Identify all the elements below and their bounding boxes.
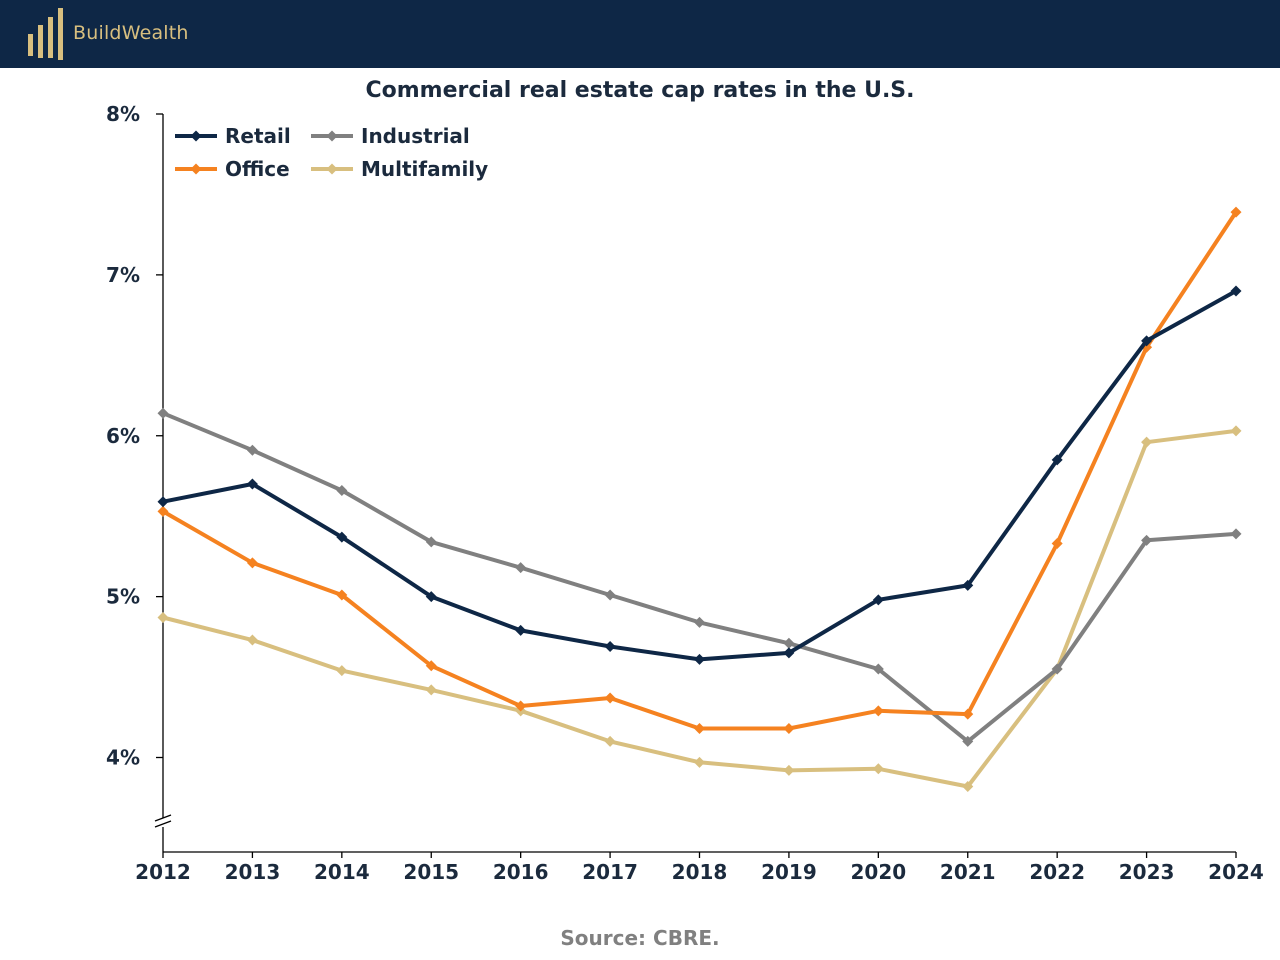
data-point-office (425, 660, 437, 672)
data-point-office (1230, 206, 1242, 218)
header-bar: BuildWealth (0, 0, 1280, 68)
brand-name: BuildWealth (73, 22, 189, 44)
legend-label-industrial: Industrial (361, 124, 470, 148)
data-point-retail (1051, 454, 1063, 466)
data-point-office (604, 692, 616, 704)
data-point-industrial (157, 407, 169, 419)
axis-break-mark (154, 814, 172, 822)
data-point-retail (962, 579, 974, 591)
legend-item-industrial: Industrial (311, 124, 470, 148)
data-point-multifamily (157, 612, 169, 624)
legend-marker-office (190, 163, 202, 175)
data-point-office (1051, 538, 1063, 550)
data-point-retail (694, 653, 705, 665)
data-point-multifamily (962, 780, 974, 792)
x-tick-label: 2012 (135, 860, 191, 884)
legend-label-multifamily: Multifamily (361, 157, 488, 181)
data-point-multifamily (694, 756, 705, 768)
y-tick-label: 8% (106, 102, 140, 126)
building-columns-logo-icon (28, 8, 63, 60)
x-tick-label: 2024 (1208, 860, 1264, 884)
data-point-retail (515, 624, 527, 636)
data-point-retail (246, 478, 258, 490)
chart-title: Commercial real estate cap rates in the … (365, 78, 915, 103)
data-point-office (336, 589, 348, 601)
series-industrial (157, 407, 1242, 747)
data-point-retail (872, 594, 884, 606)
x-tick-label: 2015 (403, 860, 459, 884)
data-point-multifamily (783, 764, 795, 776)
y-tick-label: 4% (106, 746, 140, 770)
data-point-industrial (1051, 663, 1063, 675)
x-tick-label: 2014 (314, 860, 370, 884)
data-point-industrial (1141, 534, 1153, 546)
series-line-office (161, 210, 1238, 731)
y-tick-label: 6% (106, 424, 140, 448)
legend-marker-retail (190, 130, 202, 142)
series-line-industrial (161, 411, 1238, 744)
data-point-retail (157, 496, 169, 508)
data-point-office (694, 723, 705, 735)
x-tick-label: 2023 (1119, 860, 1175, 884)
data-point-multifamily (336, 665, 348, 677)
data-point-industrial (425, 536, 437, 548)
data-point-multifamily (1141, 436, 1153, 448)
data-point-office (783, 723, 795, 735)
legend-label-office: Office (225, 157, 290, 181)
line-chart: 4% 5% 6% 7% 8% 2012 2013 2014 2015 2016 2017 2018 20… (106, 102, 1264, 884)
x-tick-label: 2019 (761, 860, 817, 884)
data-point-industrial (694, 616, 705, 628)
legend-item-office: Office (175, 157, 290, 181)
data-point-industrial (246, 444, 258, 456)
data-point-office (157, 505, 169, 517)
series-line-retail (161, 289, 1238, 662)
data-point-retail (336, 531, 348, 543)
data-point-industrial (962, 735, 974, 747)
data-point-multifamily (872, 763, 884, 775)
x-tick-label: 2017 (582, 860, 638, 884)
legend-item-multifamily: Multifamily (311, 157, 488, 181)
data-point-office (962, 708, 974, 720)
data-point-multifamily (604, 735, 616, 747)
source-note: Source: CBRE. (560, 926, 720, 950)
series-retail (157, 285, 1242, 665)
data-point-retail (1141, 335, 1153, 347)
x-tick-label: 2022 (1029, 860, 1085, 884)
data-point-retail (604, 640, 616, 652)
data-point-industrial (604, 589, 616, 601)
data-point-multifamily (425, 684, 437, 696)
data-point-office (515, 700, 527, 712)
data-point-retail (783, 647, 795, 659)
data-point-industrial (336, 484, 348, 496)
data-point-multifamily (1230, 425, 1242, 437)
data-point-industrial (515, 562, 527, 574)
data-point-retail (1230, 285, 1242, 297)
x-tick-label: 2020 (850, 860, 906, 884)
data-point-office (872, 705, 884, 717)
y-tick-label: 5% (106, 585, 140, 609)
x-tick-label: 2021 (940, 860, 996, 884)
x-tick-label: 2016 (493, 860, 549, 884)
legend-item-retail: Retail (175, 124, 291, 148)
series-office (157, 206, 1242, 735)
legend-marker-multifamily (326, 163, 338, 175)
data-point-industrial (872, 663, 884, 675)
data-point-industrial (783, 637, 795, 649)
y-tick-label: 7% (106, 263, 140, 287)
legend-label-retail: Retail (225, 124, 291, 148)
data-point-industrial (1230, 528, 1242, 540)
data-point-multifamily (246, 634, 258, 646)
axis-break-mark (154, 820, 172, 828)
data-point-retail (425, 591, 437, 603)
data-point-office (246, 557, 258, 569)
x-tick-label: 2018 (672, 860, 728, 884)
legend-marker-industrial (326, 130, 338, 142)
x-tick-label: 2013 (225, 860, 281, 884)
